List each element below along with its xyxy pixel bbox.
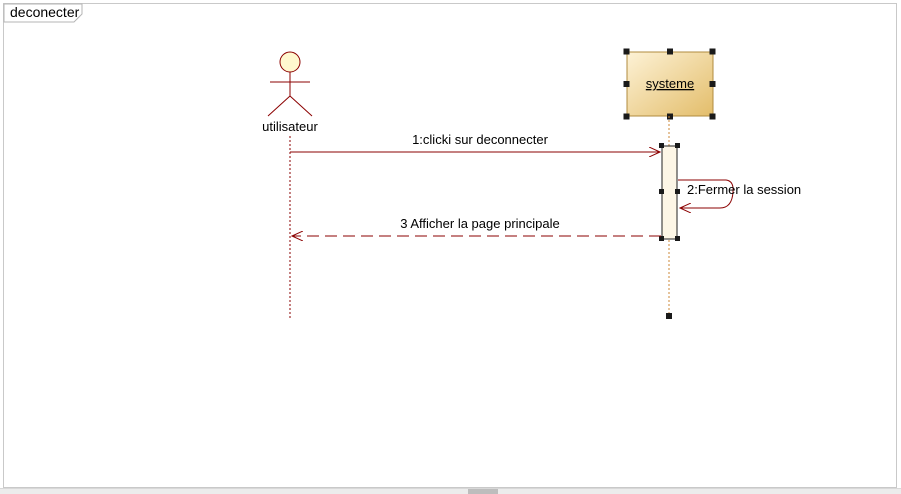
frame-tab-shape xyxy=(3,3,83,23)
scrollbar-thumb[interactable] xyxy=(468,489,498,494)
handle[interactable] xyxy=(623,81,630,87)
handle[interactable] xyxy=(675,236,680,241)
object-name: systeme xyxy=(646,76,694,91)
handle[interactable] xyxy=(675,189,680,194)
lifeline-end-handle[interactable] xyxy=(666,313,672,319)
frame-tab[interactable]: deconecter xyxy=(3,3,83,23)
horizontal-scrollbar[interactable] xyxy=(0,488,901,494)
handle[interactable] xyxy=(659,189,664,194)
message-3-label: 3 Afficher la page principale xyxy=(400,216,559,231)
diagram-frame-border xyxy=(3,3,897,488)
actor-head xyxy=(279,51,301,73)
actor-left-leg xyxy=(267,95,291,117)
frame-title: deconecter xyxy=(10,4,80,20)
activation-bar-box xyxy=(661,145,678,240)
actor-utilisateur[interactable]: utilisateur xyxy=(262,51,318,134)
message-1-label: 1:clicki sur deconnecter xyxy=(412,132,549,147)
message-2-label: 2:Fermer la session xyxy=(687,182,801,197)
handle[interactable] xyxy=(623,48,630,55)
handle[interactable] xyxy=(667,48,673,55)
message-2-arrow xyxy=(678,179,734,208)
message-3[interactable]: 3 Afficher la page principale xyxy=(292,216,661,236)
object-systeme[interactable]: systeme xyxy=(623,48,716,120)
handle[interactable] xyxy=(709,113,716,120)
handle[interactable] xyxy=(659,236,664,241)
activation-bar[interactable] xyxy=(659,143,680,241)
handle[interactable] xyxy=(623,113,630,120)
handle[interactable] xyxy=(675,143,680,148)
handle[interactable] xyxy=(659,143,664,148)
message-1[interactable]: 1:clicki sur deconnecter xyxy=(290,132,660,152)
message-2[interactable]: 2:Fermer la session xyxy=(678,179,801,208)
actor-right-leg xyxy=(289,95,313,117)
actor-name: utilisateur xyxy=(262,119,318,134)
handle[interactable] xyxy=(709,81,716,87)
handle[interactable] xyxy=(709,48,716,55)
object-selection-handles[interactable] xyxy=(623,48,716,120)
handle[interactable] xyxy=(667,113,673,120)
